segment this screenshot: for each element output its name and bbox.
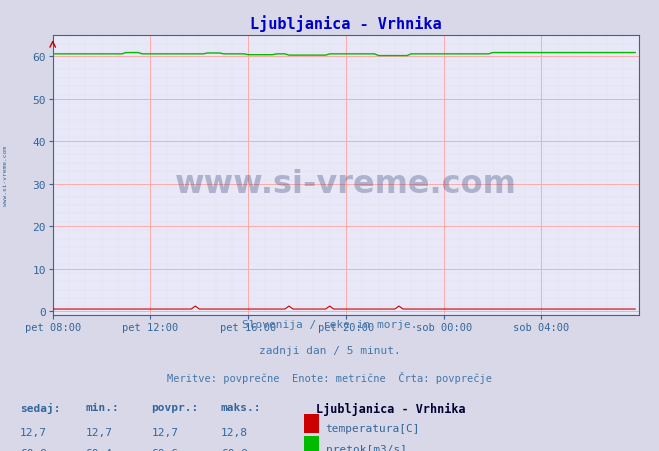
Bar xyxy=(304,436,319,451)
Text: Meritve: povprečne  Enote: metrične  Črta: povprečje: Meritve: povprečne Enote: metrične Črta:… xyxy=(167,371,492,383)
Text: pretok[m3/s]: pretok[m3/s] xyxy=(326,444,407,451)
Text: min.:: min.: xyxy=(86,402,119,412)
Text: 60,9: 60,9 xyxy=(20,448,47,451)
Text: www.si-vreme.com: www.si-vreme.com xyxy=(3,146,8,206)
Text: 12,8: 12,8 xyxy=(221,427,248,437)
Bar xyxy=(304,414,319,433)
Text: zadnji dan / 5 minut.: zadnji dan / 5 minut. xyxy=(258,345,401,355)
Text: 60,6: 60,6 xyxy=(152,448,179,451)
Text: povpr.:: povpr.: xyxy=(152,402,199,412)
Text: 12,7: 12,7 xyxy=(152,427,179,437)
Text: 60,4: 60,4 xyxy=(86,448,113,451)
Text: 60,9: 60,9 xyxy=(221,448,248,451)
Text: 12,7: 12,7 xyxy=(86,427,113,437)
Text: 12,7: 12,7 xyxy=(20,427,47,437)
Text: Ljubljanica - Vrhnika: Ljubljanica - Vrhnika xyxy=(316,402,466,415)
Text: sedaj:: sedaj: xyxy=(20,402,60,413)
Text: maks.:: maks.: xyxy=(221,402,261,412)
Text: temperatura[C]: temperatura[C] xyxy=(326,423,420,433)
Text: www.si-vreme.com: www.si-vreme.com xyxy=(175,169,517,200)
Title: Ljubljanica - Vrhnika: Ljubljanica - Vrhnika xyxy=(250,15,442,32)
Text: Slovenija / reke in morje.: Slovenija / reke in morje. xyxy=(242,320,417,330)
